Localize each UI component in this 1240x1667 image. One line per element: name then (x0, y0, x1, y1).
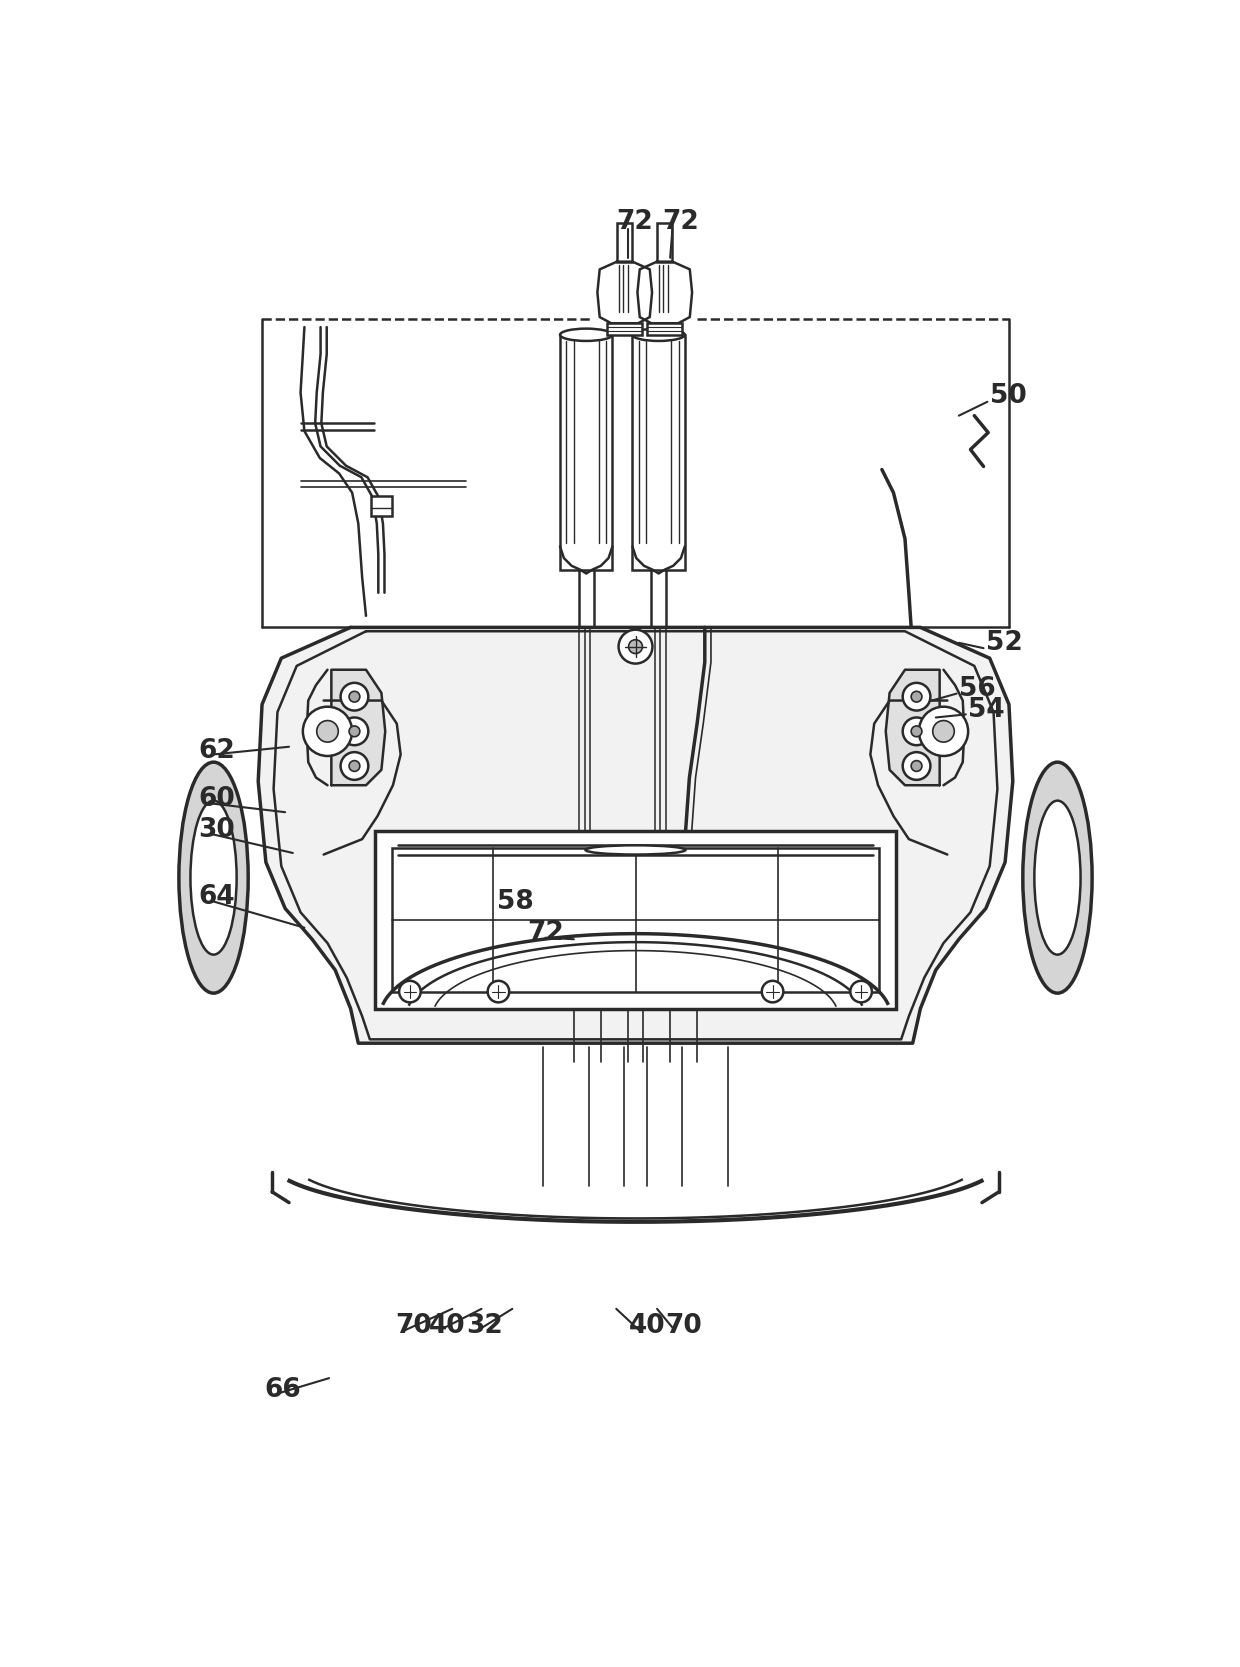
Text: 60: 60 (198, 787, 234, 812)
Circle shape (903, 752, 930, 780)
Bar (376, 832, 895, 1009)
Circle shape (341, 717, 368, 745)
Text: 54: 54 (968, 697, 1004, 723)
Text: 72: 72 (528, 920, 564, 947)
Text: 66: 66 (264, 1377, 301, 1402)
Circle shape (932, 720, 955, 742)
Bar (632, 335, 684, 570)
Circle shape (761, 980, 784, 1002)
Circle shape (619, 630, 652, 663)
Polygon shape (637, 262, 692, 323)
Circle shape (629, 640, 642, 653)
Circle shape (341, 752, 368, 780)
Bar (618, 223, 632, 262)
Text: 72: 72 (662, 208, 699, 235)
Circle shape (341, 683, 368, 710)
Ellipse shape (585, 845, 686, 855)
Bar (371, 495, 392, 515)
Circle shape (903, 683, 930, 710)
Ellipse shape (1034, 800, 1080, 955)
Ellipse shape (179, 762, 248, 994)
Circle shape (851, 980, 872, 1002)
Circle shape (903, 717, 930, 745)
Bar (647, 323, 682, 335)
Circle shape (399, 980, 420, 1002)
Bar (657, 223, 672, 262)
Bar (392, 849, 879, 992)
Text: 32: 32 (466, 1314, 503, 1339)
Text: 40: 40 (429, 1314, 466, 1339)
Ellipse shape (1023, 762, 1092, 994)
Text: 64: 64 (198, 884, 234, 910)
Circle shape (911, 760, 923, 772)
Text: 62: 62 (198, 737, 234, 763)
Circle shape (919, 707, 968, 755)
Text: 56: 56 (959, 677, 996, 702)
Circle shape (350, 725, 360, 737)
Ellipse shape (632, 328, 684, 342)
Text: 30: 30 (198, 817, 234, 844)
Polygon shape (885, 670, 940, 785)
Circle shape (487, 980, 510, 1002)
Circle shape (911, 692, 923, 702)
Text: 72: 72 (616, 208, 653, 235)
Circle shape (350, 692, 360, 702)
Text: 52: 52 (986, 630, 1023, 655)
Polygon shape (331, 670, 386, 785)
Text: 70: 70 (396, 1314, 432, 1339)
Text: 50: 50 (990, 383, 1027, 410)
Circle shape (316, 720, 339, 742)
Text: 70: 70 (665, 1314, 702, 1339)
Polygon shape (258, 627, 1013, 1044)
Text: 40: 40 (630, 1314, 666, 1339)
Bar (560, 335, 613, 570)
Text: 58: 58 (497, 889, 533, 915)
Circle shape (303, 707, 352, 755)
Ellipse shape (560, 328, 613, 342)
Circle shape (911, 725, 923, 737)
Polygon shape (598, 262, 652, 323)
Circle shape (350, 760, 360, 772)
Bar (608, 323, 642, 335)
Ellipse shape (191, 800, 237, 955)
